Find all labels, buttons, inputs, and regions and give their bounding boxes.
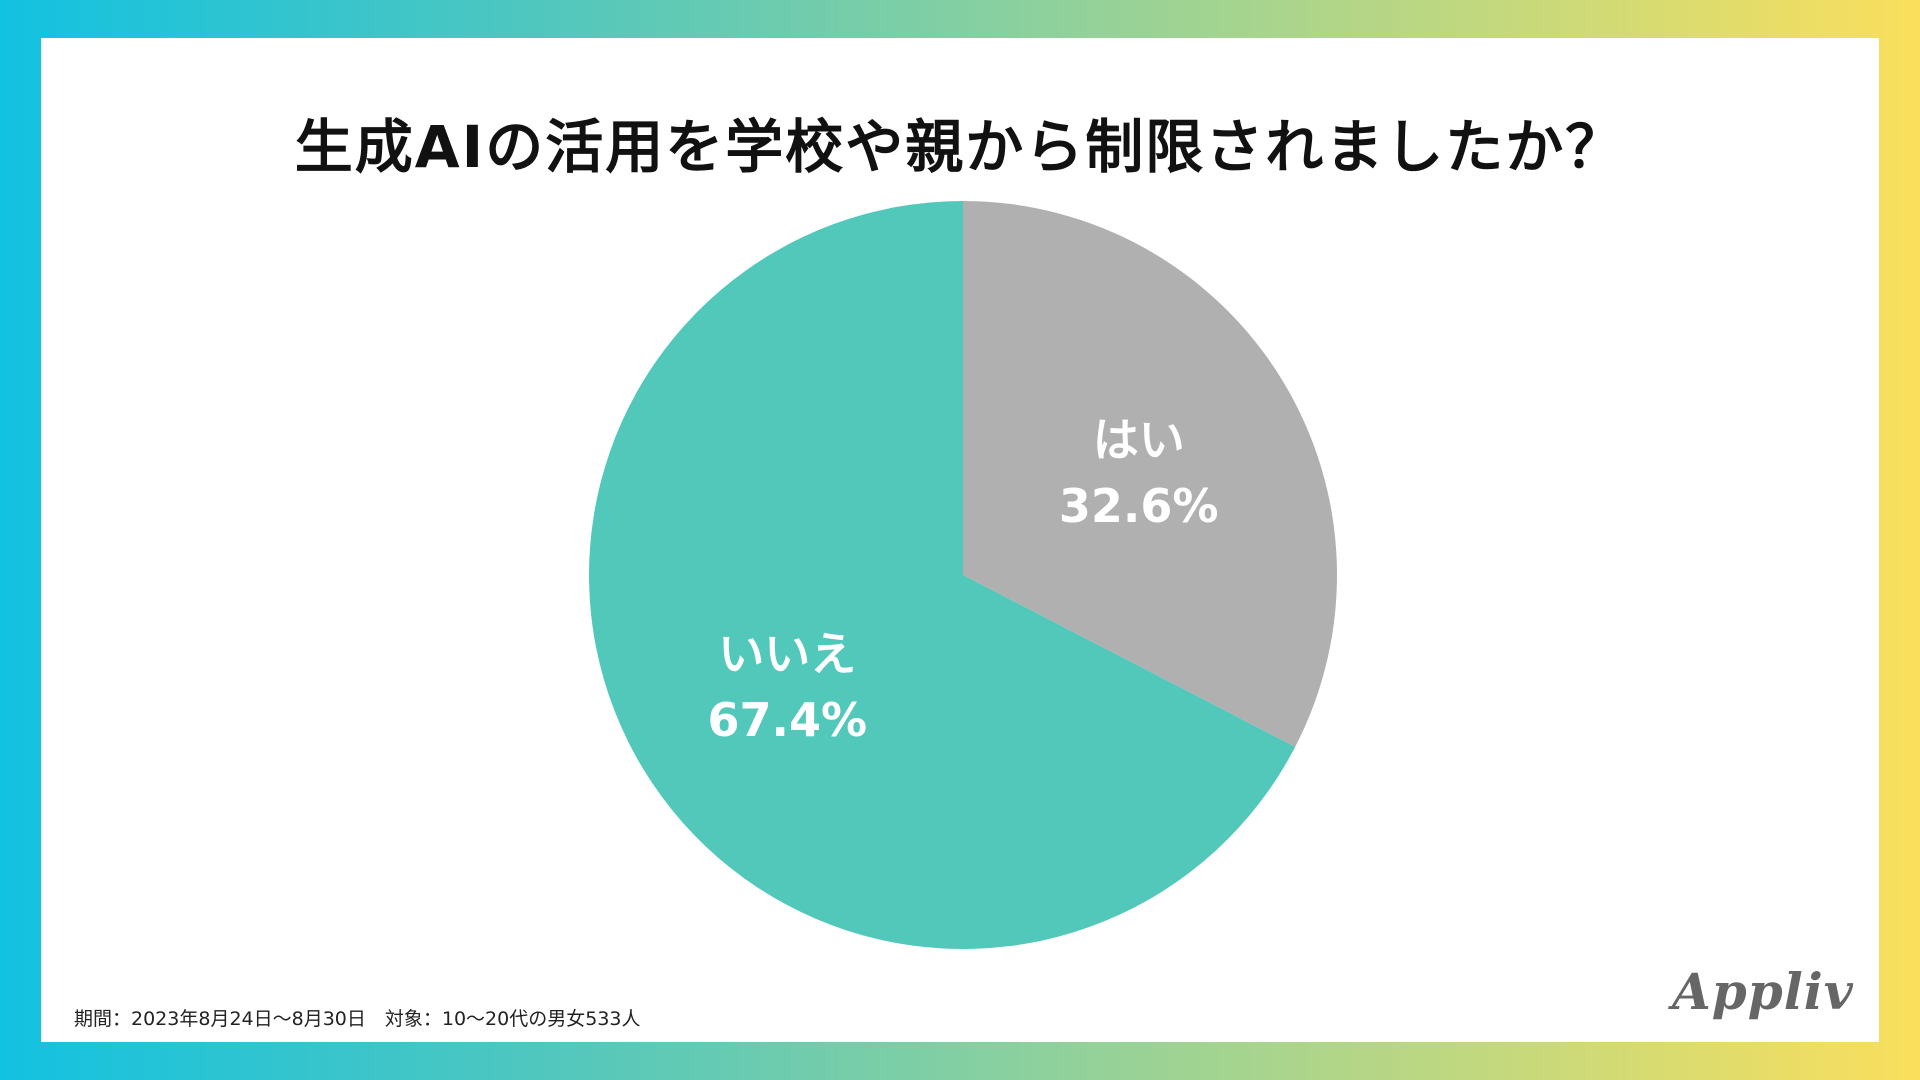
pie-slice-no bbox=[589, 201, 1296, 949]
slice-label-yes: はい bbox=[1093, 413, 1185, 467]
chart-title: 生成AIの活用を学校や親から制限されましたか？ bbox=[294, 113, 1626, 181]
slice-value-no: 67.4% bbox=[707, 693, 867, 747]
survey-footnote: 期間：2023年8月24日〜8月30日 対象：10〜20代の男女533人 bbox=[74, 1008, 641, 1030]
appliv-logo: Appliv bbox=[1672, 962, 1854, 1021]
pie-slice-yes bbox=[963, 201, 1338, 747]
slice-label-no: いいえ bbox=[718, 627, 856, 681]
slice-value-yes: 32.6% bbox=[1059, 479, 1219, 533]
